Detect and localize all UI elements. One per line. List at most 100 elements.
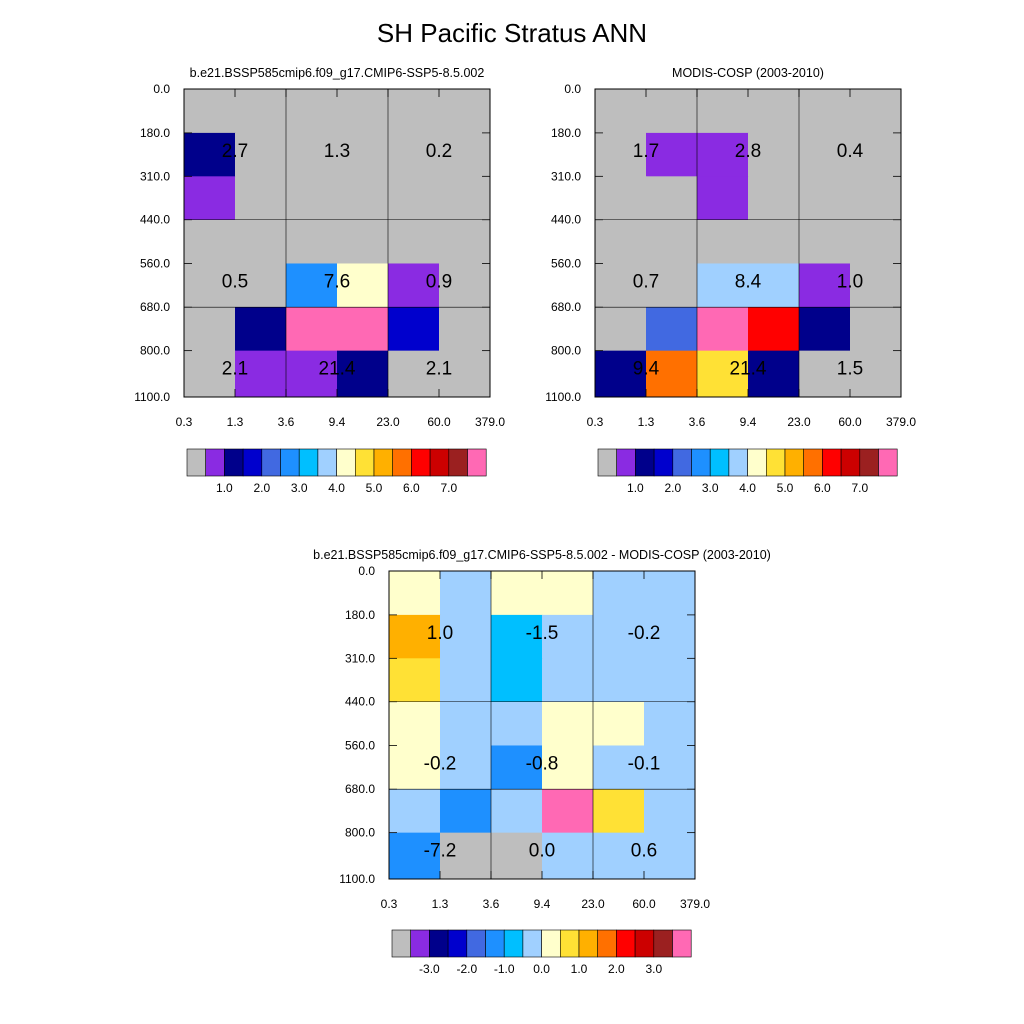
colorbar-swatch — [205, 448, 225, 477]
colorbar-swatch — [709, 448, 730, 477]
heatmap-cell — [646, 89, 698, 134]
box-value-label: 0.2 — [426, 141, 452, 162]
main-title: SH Pacific Stratus ANN — [376, 18, 648, 48]
heatmap-cell — [646, 263, 698, 308]
x-tick-label: 9.4 — [740, 415, 757, 429]
colorbar-label: 0.0 — [533, 962, 550, 976]
heatmap-cell — [646, 350, 698, 398]
box-value-label: 9.4 — [633, 359, 660, 380]
colorbar-label: 5.0 — [366, 481, 383, 495]
box-value-label: 7.6 — [324, 271, 350, 292]
colorbar-swatch — [503, 929, 524, 958]
heatmap-cell — [646, 176, 698, 221]
box-value-label: 0.6 — [631, 841, 657, 862]
box-value-label: 1.7 — [633, 141, 659, 162]
box-value-label: 8.4 — [735, 271, 762, 292]
x-tick-label: 0.3 — [381, 897, 398, 911]
colorbar-swatch — [616, 448, 636, 477]
heatmap-cell — [542, 832, 594, 880]
x-tick-label: 1.3 — [227, 415, 244, 429]
box-value-label: 2.7 — [222, 141, 248, 162]
heatmap-cell — [184, 89, 236, 134]
heatmap-cell — [389, 571, 441, 616]
x-tick-label: 9.4 — [329, 415, 346, 429]
box-value-label: 2.1 — [426, 359, 452, 380]
colorbar-swatch — [597, 929, 617, 958]
heatmap-cell — [799, 307, 851, 352]
heatmap-cell — [593, 832, 645, 880]
colorbar-label: 1.0 — [627, 481, 644, 495]
heatmap-cell — [439, 307, 491, 352]
heatmap-cell — [850, 263, 902, 308]
heatmap-cell — [542, 614, 594, 659]
box-value-label: -0.2 — [628, 623, 661, 644]
x-tick-label: 379.0 — [475, 415, 505, 429]
box-value-label: 0.9 — [426, 271, 452, 292]
heatmap-cell — [286, 350, 338, 398]
y-tick-label: 440.0 — [140, 213, 170, 227]
heatmap-cell — [286, 132, 338, 177]
colorbar-label: -2.0 — [456, 962, 477, 976]
colorbar-label: 7.0 — [440, 481, 457, 495]
heatmap-cell — [439, 219, 491, 264]
heatmap-cell — [491, 789, 543, 834]
heatmap-cell — [748, 263, 800, 308]
colorbar-swatch — [186, 448, 207, 477]
colorbar-swatch — [672, 929, 692, 958]
colorbar-label: 1.0 — [571, 962, 588, 976]
y-tick-label: 680.0 — [551, 300, 581, 314]
colorbar-label: -1.0 — [494, 962, 515, 976]
heatmap-cell — [184, 307, 236, 352]
colorbar-swatch — [541, 929, 561, 958]
heatmap-cell — [184, 219, 236, 264]
heatmap-cell — [439, 263, 491, 308]
y-tick-label: 800.0 — [551, 344, 581, 358]
heatmap-cell — [850, 307, 902, 352]
colorbar-swatch — [747, 448, 767, 477]
x-tick-label: 3.6 — [483, 897, 500, 911]
heatmap-cell — [235, 132, 287, 177]
colorbar-label: 7.0 — [851, 481, 868, 495]
x-tick-label: 60.0 — [427, 415, 451, 429]
box-value-label: 0.5 — [222, 271, 248, 292]
box-value-label: 1.0 — [427, 623, 453, 644]
heatmap-panel-1: b.e21.BSSP585cmip6.f09_g17.CMIP6-SSP5-8.… — [134, 66, 505, 495]
y-tick-label: 310.0 — [551, 169, 581, 183]
heatmap-cell — [337, 263, 389, 308]
heatmap-cell — [337, 132, 389, 177]
colorbar-swatch — [392, 448, 412, 477]
colorbar-swatch — [616, 929, 636, 958]
heatmap-cell — [389, 614, 441, 659]
heatmap-cell — [697, 176, 749, 221]
heatmap-cell — [799, 132, 851, 177]
y-tick-label: 0.0 — [358, 564, 375, 578]
heatmap-cell — [184, 132, 236, 177]
colorbar-swatch — [448, 448, 468, 477]
heatmap-cell — [697, 219, 749, 264]
heatmap-cell — [595, 219, 647, 264]
heatmap-cell — [286, 307, 338, 352]
heatmap-cell — [235, 219, 287, 264]
heatmap-cell — [646, 307, 698, 352]
y-tick-label: 800.0 — [345, 826, 375, 840]
heatmap-cell — [748, 176, 800, 221]
heatmap-cell — [440, 701, 492, 746]
heatmap-cell — [388, 176, 440, 221]
box-value-label: 1.0 — [837, 271, 863, 292]
heatmap-cell — [697, 263, 749, 308]
box-value-label: 0.7 — [633, 271, 659, 292]
y-tick-label: 0.0 — [564, 82, 581, 96]
heatmap-cell — [850, 176, 902, 221]
heatmap-cell — [646, 132, 698, 177]
colorbar-swatch — [634, 929, 655, 958]
y-tick-label: 180.0 — [551, 126, 581, 140]
heatmap-cell — [388, 350, 440, 398]
heatmap-cell — [644, 701, 696, 746]
y-tick-label: 440.0 — [551, 213, 581, 227]
heatmap-cell — [644, 745, 696, 790]
colorbar-label: 5.0 — [777, 481, 794, 495]
heatmap-cell — [286, 89, 338, 134]
colorbar: 1.0 2.0 3.0 4.0 5.0 6.0 7.0 — [186, 448, 487, 495]
heatmap-cell — [542, 745, 594, 790]
